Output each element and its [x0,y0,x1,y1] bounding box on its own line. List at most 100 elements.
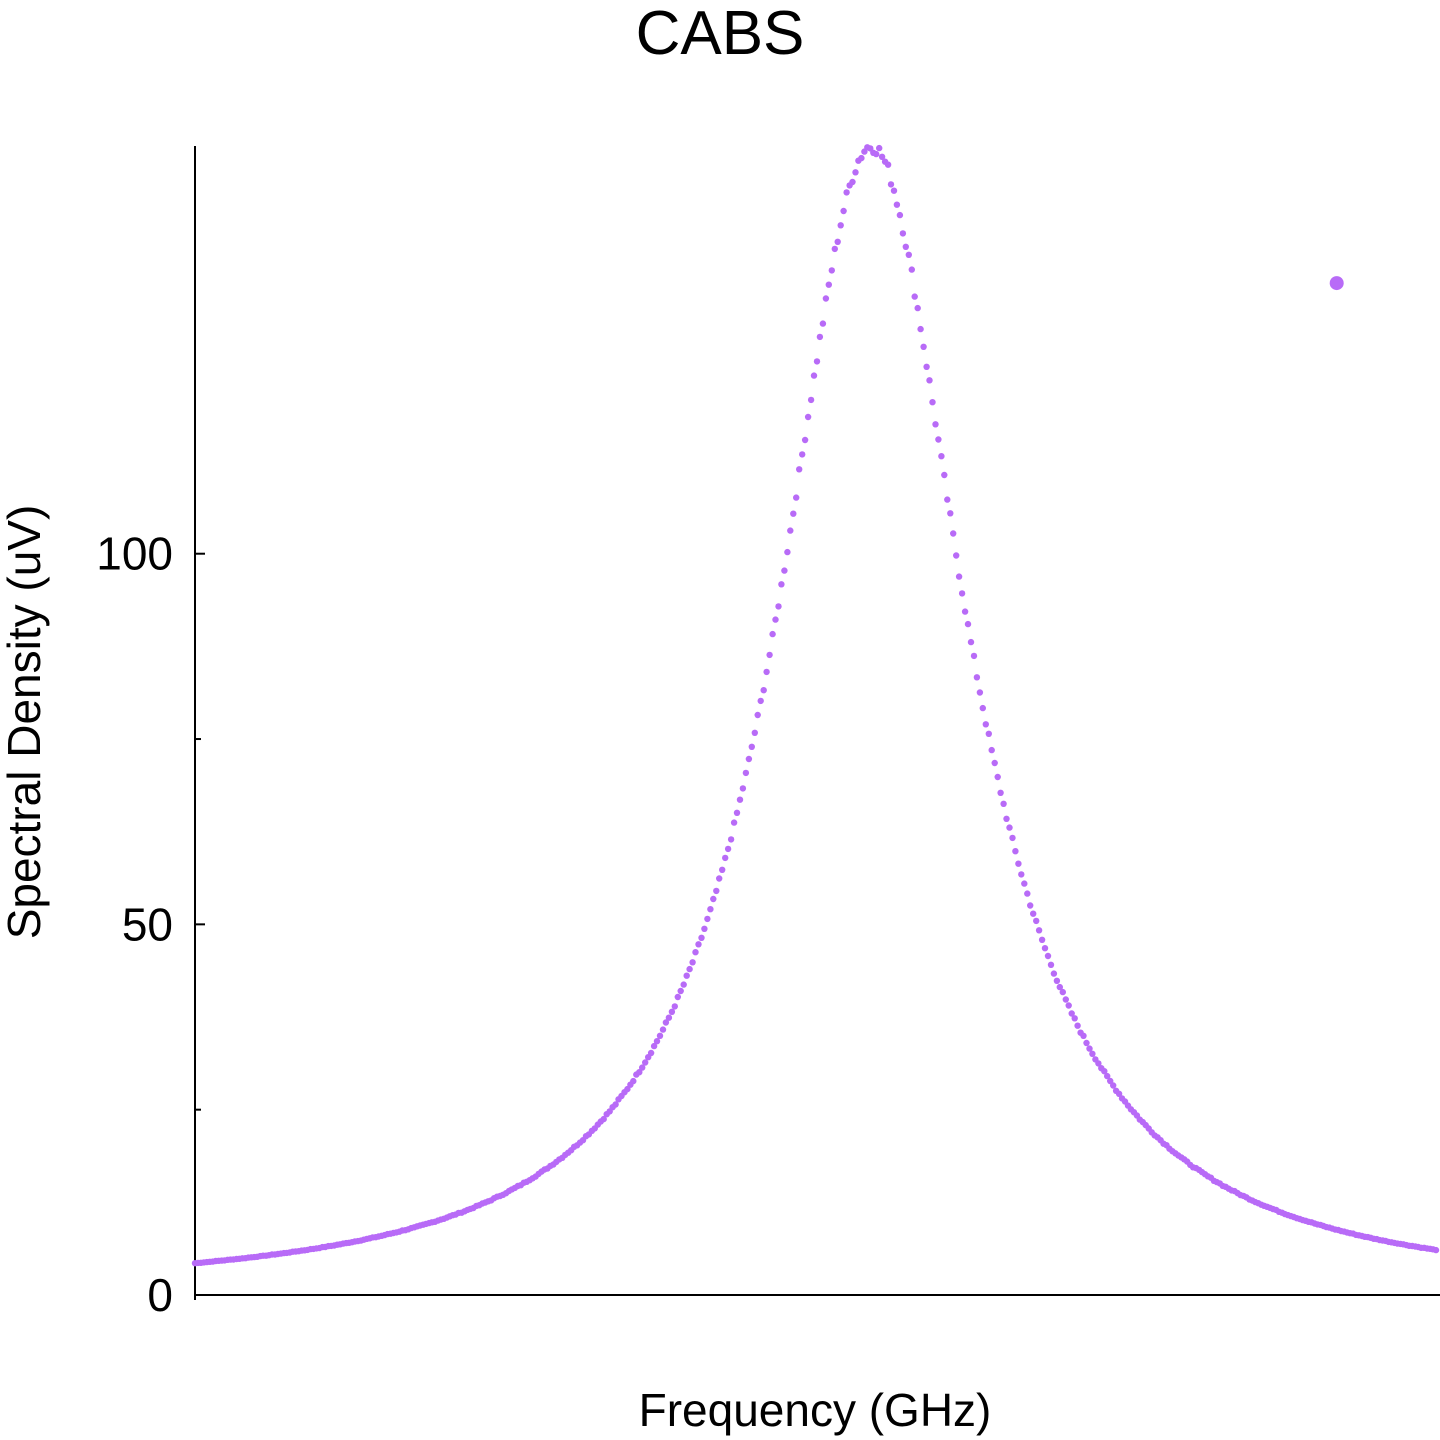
data-point [683,972,690,979]
data-point [775,603,782,610]
data-point [831,245,838,253]
data-point [890,187,898,194]
data-point [701,925,708,932]
data-point [784,548,791,556]
data-point [757,697,764,705]
data-point [1050,970,1058,977]
data-point [656,1032,664,1040]
data-point [1432,1246,1440,1254]
data-point [719,866,726,873]
data-point [852,169,859,176]
data-point [1104,1072,1111,1080]
data-point [1015,860,1022,867]
data-point [1000,800,1007,807]
y-tick-label: 100 [96,528,173,580]
data-point [979,704,986,712]
data-point [1086,1045,1093,1052]
data-point [801,436,809,444]
data-point [947,510,954,517]
data-point [1056,983,1064,991]
data-points [191,144,1440,1267]
data-point [781,567,788,574]
y-tick-label: 50 [122,898,173,950]
data-point [1033,917,1040,925]
data-point [914,304,921,312]
data-point [988,746,995,754]
data-point [997,789,1004,796]
data-point [876,144,883,152]
data-point [991,759,998,767]
data-point [727,836,735,843]
data-point [828,267,835,274]
data-point [763,668,770,676]
data-point [961,608,969,615]
data-point [1115,1090,1123,1098]
data-point [778,581,785,588]
y-axis-label: Spectral Density (uV) [0,505,50,940]
data-point [1053,977,1061,984]
data-point [698,934,705,941]
data-point [858,154,865,162]
data-point [745,755,753,763]
data-point [1065,1002,1072,1009]
data-point [807,396,815,404]
data-point [896,211,904,219]
data-point [636,1069,643,1076]
data-point [873,150,880,158]
chart-title: CABS [636,0,805,68]
data-point [1044,952,1052,960]
data-point [1030,910,1037,917]
data-point [935,436,942,443]
data-point [804,413,812,421]
data-point [686,965,693,973]
data-point [1074,1022,1081,1029]
data-point [938,453,945,460]
data-point [674,993,681,1001]
data-point [668,1008,676,1015]
y-ticks: 0 50 100 [96,528,205,1321]
data-point [941,471,948,479]
data-point [665,1014,673,1021]
data-point [825,281,832,288]
data-point [639,1064,646,1071]
data-point [810,372,818,379]
data-point [662,1019,670,1026]
data-point [1009,834,1016,842]
data-point [653,1038,661,1045]
data-point [642,1059,649,1066]
data-point [926,377,933,384]
data-point [754,711,761,719]
data-point [766,651,773,659]
data-point [1062,996,1070,1003]
data-point [920,343,927,350]
data-point [736,796,744,803]
data-point [722,854,729,862]
data-point [964,620,972,628]
data-point [834,238,841,245]
data-point [1080,1032,1087,1040]
data-point [819,320,827,327]
data-point [908,266,915,273]
data-point [902,243,909,250]
data-point [772,616,779,623]
data-point [1095,1060,1102,1067]
data-point [716,875,723,882]
data-point [878,153,886,160]
data-point [739,785,747,792]
data-point [953,552,960,559]
data-point [816,333,824,341]
data-point [1021,880,1028,887]
data-point [813,358,821,365]
data-point [932,421,939,428]
data-point [929,399,936,406]
data-point [730,819,738,826]
data-point [973,674,981,681]
data-point [1101,1068,1108,1075]
data-point [970,652,978,660]
data-point [905,251,912,258]
data-point [704,915,711,923]
data-point [1027,902,1034,909]
data-point [1038,936,1046,943]
data-point [793,494,800,501]
